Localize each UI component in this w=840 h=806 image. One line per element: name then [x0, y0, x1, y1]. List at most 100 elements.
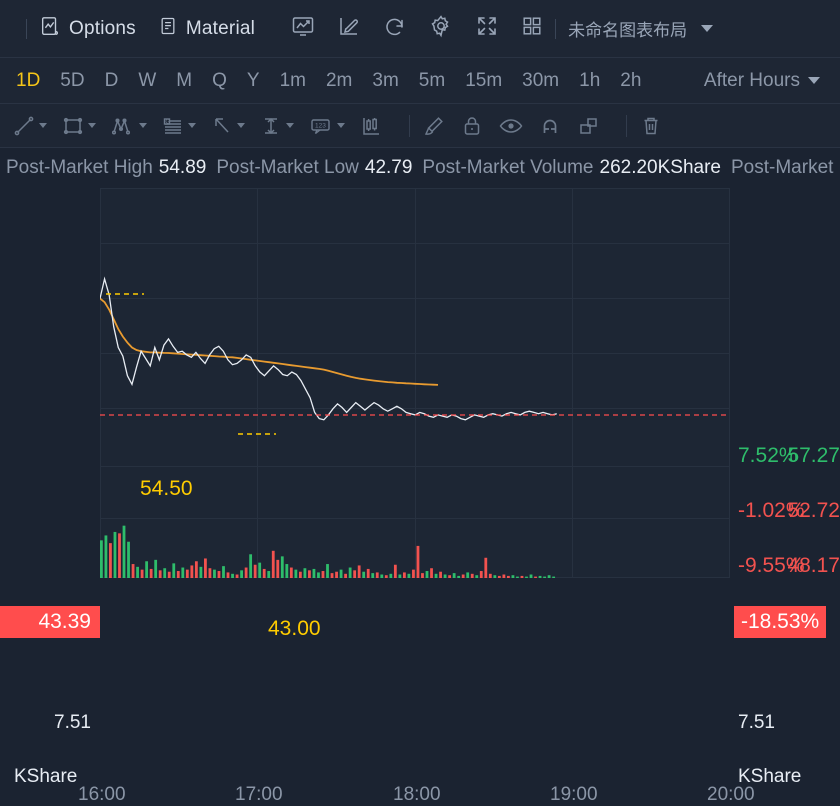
- header-divider: [26, 18, 27, 39]
- volume-bar: [240, 570, 243, 578]
- volume-bar: [402, 572, 406, 578]
- lock-tool[interactable]: [460, 114, 484, 138]
- volume-bar: [430, 568, 433, 578]
- options-chart-icon: [39, 15, 61, 42]
- undo-arrow-icon[interactable]: [383, 14, 407, 43]
- svg-text:G: G: [165, 119, 170, 125]
- volume-bar: [398, 574, 402, 578]
- options-button[interactable]: Options: [39, 15, 136, 42]
- volume-bar: [280, 556, 284, 578]
- layout-name-button[interactable]: 未命名图表布局: [568, 16, 714, 41]
- volume-bar: [525, 576, 528, 578]
- volume-bar: [285, 564, 289, 578]
- volume-bar: [470, 573, 474, 578]
- volume-bar: [271, 550, 275, 578]
- period-2m[interactable]: 2m: [325, 69, 353, 91]
- text-note-tool[interactable]: G: [161, 114, 196, 138]
- volume-bar: [181, 567, 185, 578]
- percent-axis-label-2: -9.55%: [738, 554, 805, 577]
- period-m[interactable]: M: [176, 69, 193, 91]
- fullscreen-icon[interactable]: [475, 14, 499, 43]
- volume-bar: [303, 568, 307, 578]
- percent-axis-label-1: -1.02%: [738, 499, 805, 522]
- period-1h[interactable]: 1h: [579, 69, 601, 91]
- drawing-toolbar: G 123: [0, 104, 840, 148]
- chevron-down-icon: [139, 123, 147, 128]
- period-30m[interactable]: 30m: [522, 69, 560, 91]
- rectangle-tool[interactable]: [61, 114, 96, 138]
- arrow-marker-tool[interactable]: [210, 114, 245, 138]
- pitchfork-tool[interactable]: [110, 114, 147, 138]
- period-q[interactable]: Q: [212, 69, 227, 91]
- layers-tool[interactable]: [576, 114, 600, 138]
- percent-axis-label-0: 7.52%: [738, 444, 798, 467]
- volume-bar: [389, 573, 393, 578]
- volume-bar: [145, 561, 149, 578]
- period-5m[interactable]: 5m: [418, 69, 446, 91]
- chevron-down-icon: [286, 123, 294, 128]
- post-market-low-value: 42.79: [364, 157, 413, 178]
- volume-bar: [529, 574, 533, 578]
- gear-icon[interactable]: [429, 14, 453, 43]
- volume-bar: [393, 564, 397, 578]
- options-label: Options: [69, 17, 136, 39]
- gridline-h-2: [100, 298, 730, 299]
- chart-area[interactable]: After Hour: [0, 188, 840, 805]
- eye-tool[interactable]: [498, 114, 524, 138]
- volume-bar: [326, 564, 329, 578]
- period-3m[interactable]: 3m: [372, 69, 399, 91]
- edit-pencil-icon[interactable]: [337, 14, 361, 43]
- volume-bar: [217, 571, 221, 578]
- volume-bar: [127, 541, 130, 578]
- candle-pattern-tool[interactable]: [359, 114, 383, 138]
- volume-bar: [552, 576, 556, 578]
- magnet-tool[interactable]: [538, 114, 562, 138]
- volume-bar: [335, 571, 338, 578]
- period-1d[interactable]: 1D: [16, 69, 41, 91]
- chevron-down-icon: [337, 123, 345, 128]
- volume-bar: [100, 540, 103, 578]
- measure-tool[interactable]: [259, 114, 294, 138]
- volume-bar: [511, 575, 515, 578]
- trash-tool[interactable]: [639, 114, 663, 138]
- volume-bar: [475, 575, 479, 578]
- volume-bar: [516, 576, 519, 578]
- volume-bar: [348, 567, 352, 578]
- volume-bar: [298, 571, 302, 578]
- gridline-h-volume-top: [100, 518, 730, 519]
- volume-bar: [249, 554, 253, 578]
- gridline-v-16: [100, 188, 101, 578]
- volume-bar: [149, 568, 153, 578]
- period-w[interactable]: W: [138, 69, 157, 91]
- material-button[interactable]: Material: [158, 15, 255, 42]
- period-5d[interactable]: 5D: [60, 69, 85, 91]
- average-line: [100, 297, 439, 386]
- volume-bar: [407, 573, 411, 578]
- volume-bar: [294, 569, 298, 578]
- period-15m[interactable]: 15m: [465, 69, 503, 91]
- volume-unit-label-left: KShare: [14, 766, 78, 787]
- period-d[interactable]: D: [104, 69, 119, 91]
- session-selector[interactable]: After Hours: [704, 70, 820, 92]
- brush-tool[interactable]: [422, 114, 446, 138]
- grid-layout-icon[interactable]: [521, 15, 543, 42]
- gridline-v-20: [729, 188, 730, 578]
- volume-bar: [344, 573, 347, 578]
- gridline-h-5: [100, 466, 730, 467]
- volume-bar: [507, 575, 510, 578]
- volume-bar: [479, 571, 483, 578]
- indicator-chart-icon[interactable]: [291, 14, 315, 43]
- price-label-tool[interactable]: 123: [308, 114, 345, 138]
- volume-bar: [167, 571, 171, 578]
- period-1m[interactable]: 1m: [279, 69, 306, 91]
- header-divider-2: [555, 18, 557, 39]
- x-tick-16: 16:00: [78, 784, 126, 805]
- volume-bar: [371, 573, 375, 578]
- svg-text:123: 123: [315, 122, 326, 129]
- trendline-tool[interactable]: [12, 114, 47, 138]
- period-2h[interactable]: 2h: [620, 69, 642, 91]
- period-y[interactable]: Y: [246, 69, 260, 91]
- post-market-low-label: Post-Market Low: [216, 157, 359, 178]
- price-line: [100, 276, 557, 421]
- gridline-h-1: [100, 243, 730, 244]
